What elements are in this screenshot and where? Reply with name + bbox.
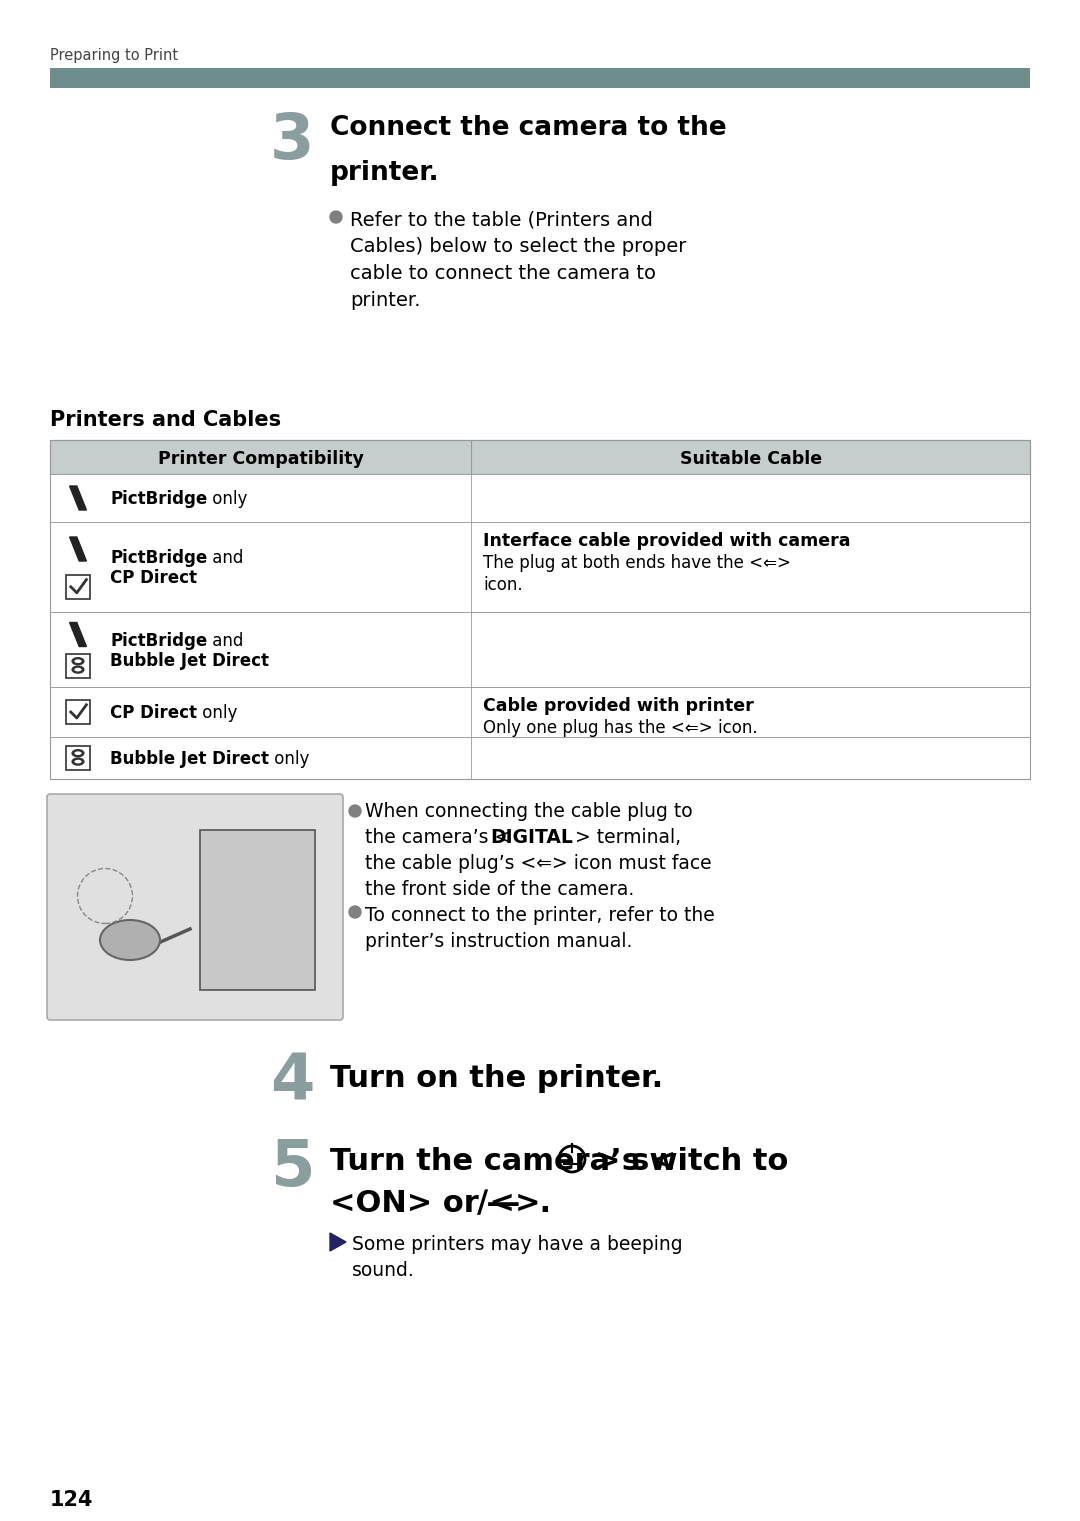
FancyBboxPatch shape	[48, 794, 343, 1021]
Bar	[66, 700, 90, 724]
Bar	[66, 745, 90, 770]
Text: the camera’s <: the camera’s <	[365, 827, 510, 847]
Text: 3: 3	[270, 110, 314, 172]
Circle shape	[349, 907, 361, 919]
Ellipse shape	[71, 657, 84, 665]
Ellipse shape	[100, 920, 160, 960]
Bar	[50, 68, 1030, 88]
Text: icon.: icon.	[484, 576, 523, 595]
Text: Turn on the printer.: Turn on the printer.	[330, 1065, 663, 1094]
Text: Turn the camera’s <: Turn the camera’s <	[330, 1147, 676, 1176]
Text: Some printers may have a beeping: Some printers may have a beeping	[352, 1235, 683, 1253]
Text: Only one plug has the <⇐> icon.: Only one plug has the <⇐> icon.	[484, 719, 758, 738]
Text: Connect the camera to the: Connect the camera to the	[330, 116, 727, 141]
Text: CP Direct: CP Direct	[110, 569, 197, 587]
Text: Refer to the table (Printers and: Refer to the table (Printers and	[350, 210, 653, 230]
Text: Bubble Jet Direct: Bubble Jet Direct	[110, 651, 269, 669]
Text: Suitable Cable: Suitable Cable	[679, 450, 822, 468]
Text: the front side of the camera.: the front side of the camera.	[365, 881, 634, 899]
Text: only: only	[269, 750, 309, 768]
Polygon shape	[330, 1234, 346, 1250]
Ellipse shape	[75, 760, 82, 764]
Text: ∕―: ∕―	[477, 1189, 518, 1218]
Bar	[50, 440, 1030, 779]
Text: 4: 4	[270, 1053, 314, 1113]
Polygon shape	[69, 487, 86, 510]
Ellipse shape	[75, 668, 82, 671]
Ellipse shape	[71, 748, 84, 757]
Circle shape	[349, 805, 361, 817]
Text: printer’s instruction manual.: printer’s instruction manual.	[365, 932, 633, 951]
Text: PictBridge: PictBridge	[110, 549, 207, 567]
Text: To connect to the printer, refer to the: To connect to the printer, refer to the	[365, 907, 715, 925]
Text: only: only	[207, 490, 247, 508]
Text: CP Direct: CP Direct	[110, 704, 197, 722]
Polygon shape	[69, 537, 86, 561]
Bar	[50, 475, 1030, 522]
Text: Printer Compatibility: Printer Compatibility	[158, 450, 364, 468]
Text: Cable provided with printer: Cable provided with printer	[484, 697, 754, 715]
Text: PictBridge: PictBridge	[110, 490, 207, 508]
Circle shape	[330, 211, 342, 224]
Text: printer.: printer.	[350, 291, 420, 310]
Text: PictBridge: PictBridge	[110, 631, 207, 649]
Bar	[50, 611, 1030, 687]
Bar	[200, 830, 315, 990]
Text: >.: >.	[515, 1189, 552, 1218]
Text: Preparing to Print: Preparing to Print	[50, 49, 178, 62]
Bar	[50, 687, 1030, 738]
Text: <ON> or <: <ON> or <	[330, 1189, 515, 1218]
Text: When connecting the cable plug to: When connecting the cable plug to	[365, 802, 692, 821]
Text: The plug at both ends have the <⇐>: The plug at both ends have the <⇐>	[484, 554, 792, 572]
Text: DIGITAL: DIGITAL	[490, 827, 572, 847]
Ellipse shape	[71, 757, 84, 765]
Ellipse shape	[75, 660, 82, 663]
Polygon shape	[69, 622, 86, 646]
Text: sound.: sound.	[352, 1261, 415, 1281]
Ellipse shape	[71, 665, 84, 674]
Bar	[50, 738, 1030, 779]
Text: Interface cable provided with camera: Interface cable provided with camera	[484, 532, 851, 551]
Text: 5: 5	[270, 1138, 314, 1199]
Bar	[50, 440, 1030, 475]
Bar	[50, 522, 1030, 611]
Text: 124: 124	[50, 1491, 94, 1510]
Text: only: only	[197, 704, 238, 722]
Text: > switch to: > switch to	[595, 1147, 788, 1176]
Text: and: and	[207, 631, 244, 649]
Bar	[66, 575, 90, 599]
Text: Cables) below to select the proper: Cables) below to select the proper	[350, 237, 687, 256]
Text: cable to connect the camera to: cable to connect the camera to	[350, 265, 656, 283]
Text: > terminal,: > terminal,	[575, 827, 681, 847]
Bar	[66, 654, 90, 678]
Text: and: and	[207, 549, 244, 567]
Text: Bubble Jet Direct: Bubble Jet Direct	[110, 750, 269, 768]
Text: Printers and Cables: Printers and Cables	[50, 411, 281, 430]
Text: printer.: printer.	[330, 160, 440, 186]
Text: the cable plug’s <⇐> icon must face: the cable plug’s <⇐> icon must face	[365, 853, 712, 873]
Ellipse shape	[75, 751, 82, 754]
